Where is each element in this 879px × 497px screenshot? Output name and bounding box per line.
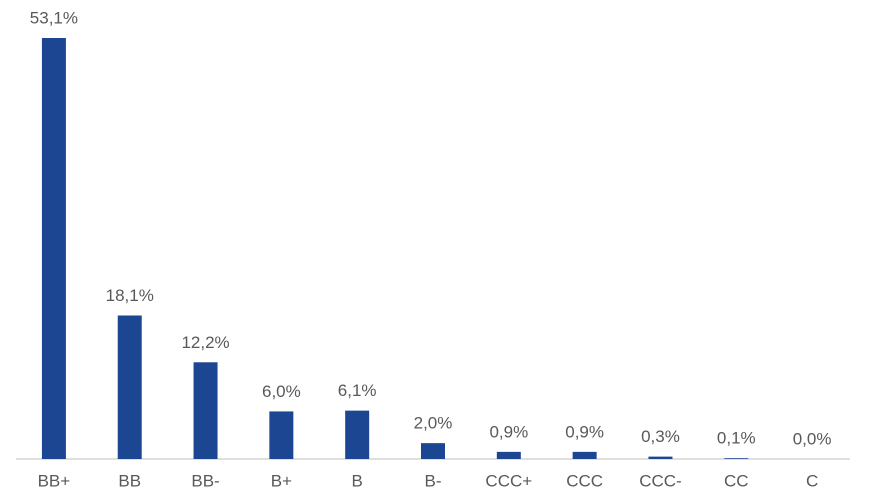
bar xyxy=(648,456,673,459)
x-tick-label: C xyxy=(806,471,818,490)
bar xyxy=(496,451,521,459)
x-tick-label: B+ xyxy=(271,471,292,490)
bar xyxy=(41,38,66,459)
value-label: 0,9% xyxy=(565,422,604,441)
value-label: 6,1% xyxy=(338,381,377,400)
bar xyxy=(421,443,445,459)
x-tick-label: CCC xyxy=(566,471,603,490)
x-tick-label: BB+ xyxy=(38,471,71,490)
bar xyxy=(193,362,218,459)
value-label: 53,1% xyxy=(30,8,78,27)
x-tick-label: CCC- xyxy=(639,471,682,490)
x-tick-label: CC xyxy=(724,471,749,490)
x-tick-label: B- xyxy=(425,471,442,490)
value-label: 0,0% xyxy=(793,429,832,448)
x-tick-label: BB xyxy=(118,471,141,490)
value-label: 2,0% xyxy=(414,414,453,433)
value-label: 18,1% xyxy=(106,286,154,305)
x-tick-label: CCC+ xyxy=(485,471,532,490)
value-label: 6,0% xyxy=(262,382,301,401)
x-tick-label: BB- xyxy=(191,471,219,490)
bar xyxy=(345,410,370,459)
bar xyxy=(572,451,597,459)
bar xyxy=(724,458,749,459)
value-label: 0,9% xyxy=(489,422,528,441)
x-tick-label: B xyxy=(352,471,363,490)
bar xyxy=(269,411,294,459)
value-label: 12,2% xyxy=(181,333,229,352)
value-label: 0,1% xyxy=(717,429,756,448)
bar xyxy=(117,315,142,459)
value-label: 0,3% xyxy=(641,427,680,446)
